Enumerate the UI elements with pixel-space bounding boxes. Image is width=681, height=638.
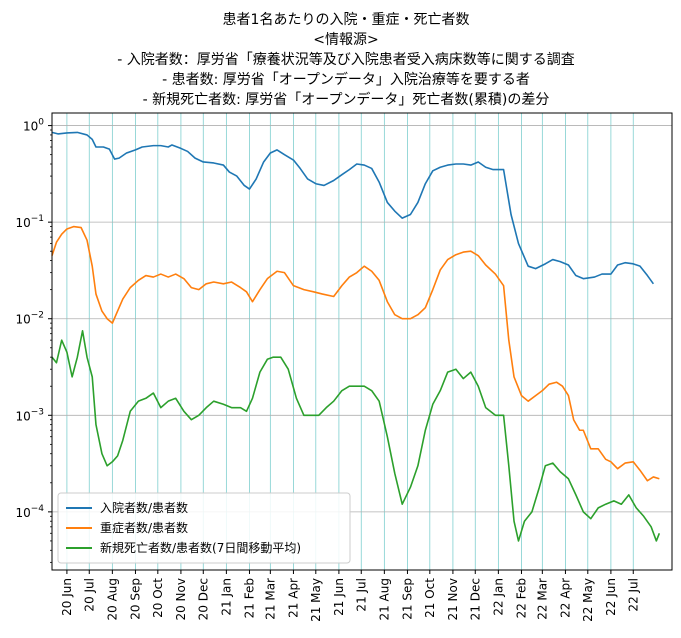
y-tick-exponent: −4 [31, 504, 45, 514]
x-tick-label: 22 Jan [491, 578, 505, 616]
series-line-0 [51, 131, 655, 285]
y-tick-exponent: −3 [31, 407, 44, 417]
plot-frame [51, 112, 673, 571]
title-line: <情報源> [313, 32, 378, 48]
y-tick-label: 10−3 [15, 407, 44, 423]
grid-layer [52, 113, 672, 570]
y-tick-base: 10 [15, 216, 30, 230]
y-tick-exponent: −1 [31, 214, 44, 224]
x-tick-label: 21 Aug [377, 578, 391, 621]
y-tick-base: 10 [15, 506, 30, 520]
y-tick-exponent: 0 [38, 118, 44, 128]
x-tick-label: 20 Aug [105, 578, 119, 621]
x-tick-label: 21 May [309, 578, 323, 622]
x-tick-label: 21 Nov [446, 578, 460, 621]
y-tick-label: 10−1 [15, 214, 44, 230]
y-tick-base: 10 [15, 313, 30, 327]
x-tick-label: 21 Jun [332, 578, 346, 616]
x-tick-label: 20 Sep [128, 578, 142, 620]
series-layer [51, 131, 661, 542]
x-tick-label: 22 Mar [535, 578, 549, 620]
title-line: - 患者数: 厚労省「オープンデータ」入院治療等を要する者 [162, 71, 530, 88]
x-tick-label: 21 Oct [423, 578, 437, 618]
x-tick-label: 20 Nov [174, 578, 188, 621]
x-tick-label: 20 Jun [60, 578, 74, 616]
x-tick-label: 22 Jul [626, 578, 640, 612]
legend-label: 重症者数/患者数 [100, 520, 188, 535]
x-tick-label: 21 Sep [400, 578, 414, 620]
x-tick-label: 21 Apr [286, 578, 300, 618]
legend-label: 新規死亡者数/患者数(7日間移動平均) [100, 540, 301, 555]
series-line-2 [51, 329, 661, 542]
x-tick-label: 22 May [581, 578, 595, 622]
y-tick-label: 100 [23, 118, 44, 134]
axis-layer: 20 Jun 20 Jul 20 Aug 20 Sep 20 Oct 20 Nov 20 D… [15, 118, 640, 622]
y-tick-exponent: −2 [31, 311, 44, 321]
y-tick-base: 10 [23, 120, 38, 134]
chart-title: 患者1名あたりの入院・重症・死亡者数 <情報源> - 入院者数：厚労省「療養状況… [117, 12, 575, 108]
y-tick-base: 10 [15, 409, 30, 423]
series-line-1 [51, 225, 660, 482]
x-tick-label: 21 Jan [219, 578, 233, 616]
y-tick-label: 10−4 [15, 504, 44, 520]
legend-label: 入院者数/患者数 [100, 500, 188, 515]
title-line: - 入院者数：厚労省「療養状況等及び入院患者受入病床数等に関する調査 [117, 51, 575, 68]
x-tick-label: 22 Apr [558, 578, 572, 618]
x-tick-label: 22 Feb [514, 578, 528, 618]
x-tick-label: 22 Jun [604, 578, 618, 616]
x-tick-label: 20 Oct [151, 578, 165, 618]
x-tick-label: 21 Dec [468, 578, 482, 620]
y-tick-label: 10−2 [15, 311, 44, 327]
title-line: - 新規死亡者数: 厚労省「オープンデータ」死亡者数(累積)の差分 [143, 91, 550, 108]
legend-box [57, 492, 351, 564]
x-tick-label: 20 Jul [82, 578, 96, 612]
x-tick-label: 21 Feb [242, 578, 256, 618]
title-line: 患者1名あたりの入院・重症・死亡者数 [223, 12, 470, 28]
x-tick-label: 21 Mar [263, 578, 277, 620]
x-tick-label: 21 Jul [354, 578, 368, 612]
x-tick-label: 20 Dec [196, 578, 210, 620]
